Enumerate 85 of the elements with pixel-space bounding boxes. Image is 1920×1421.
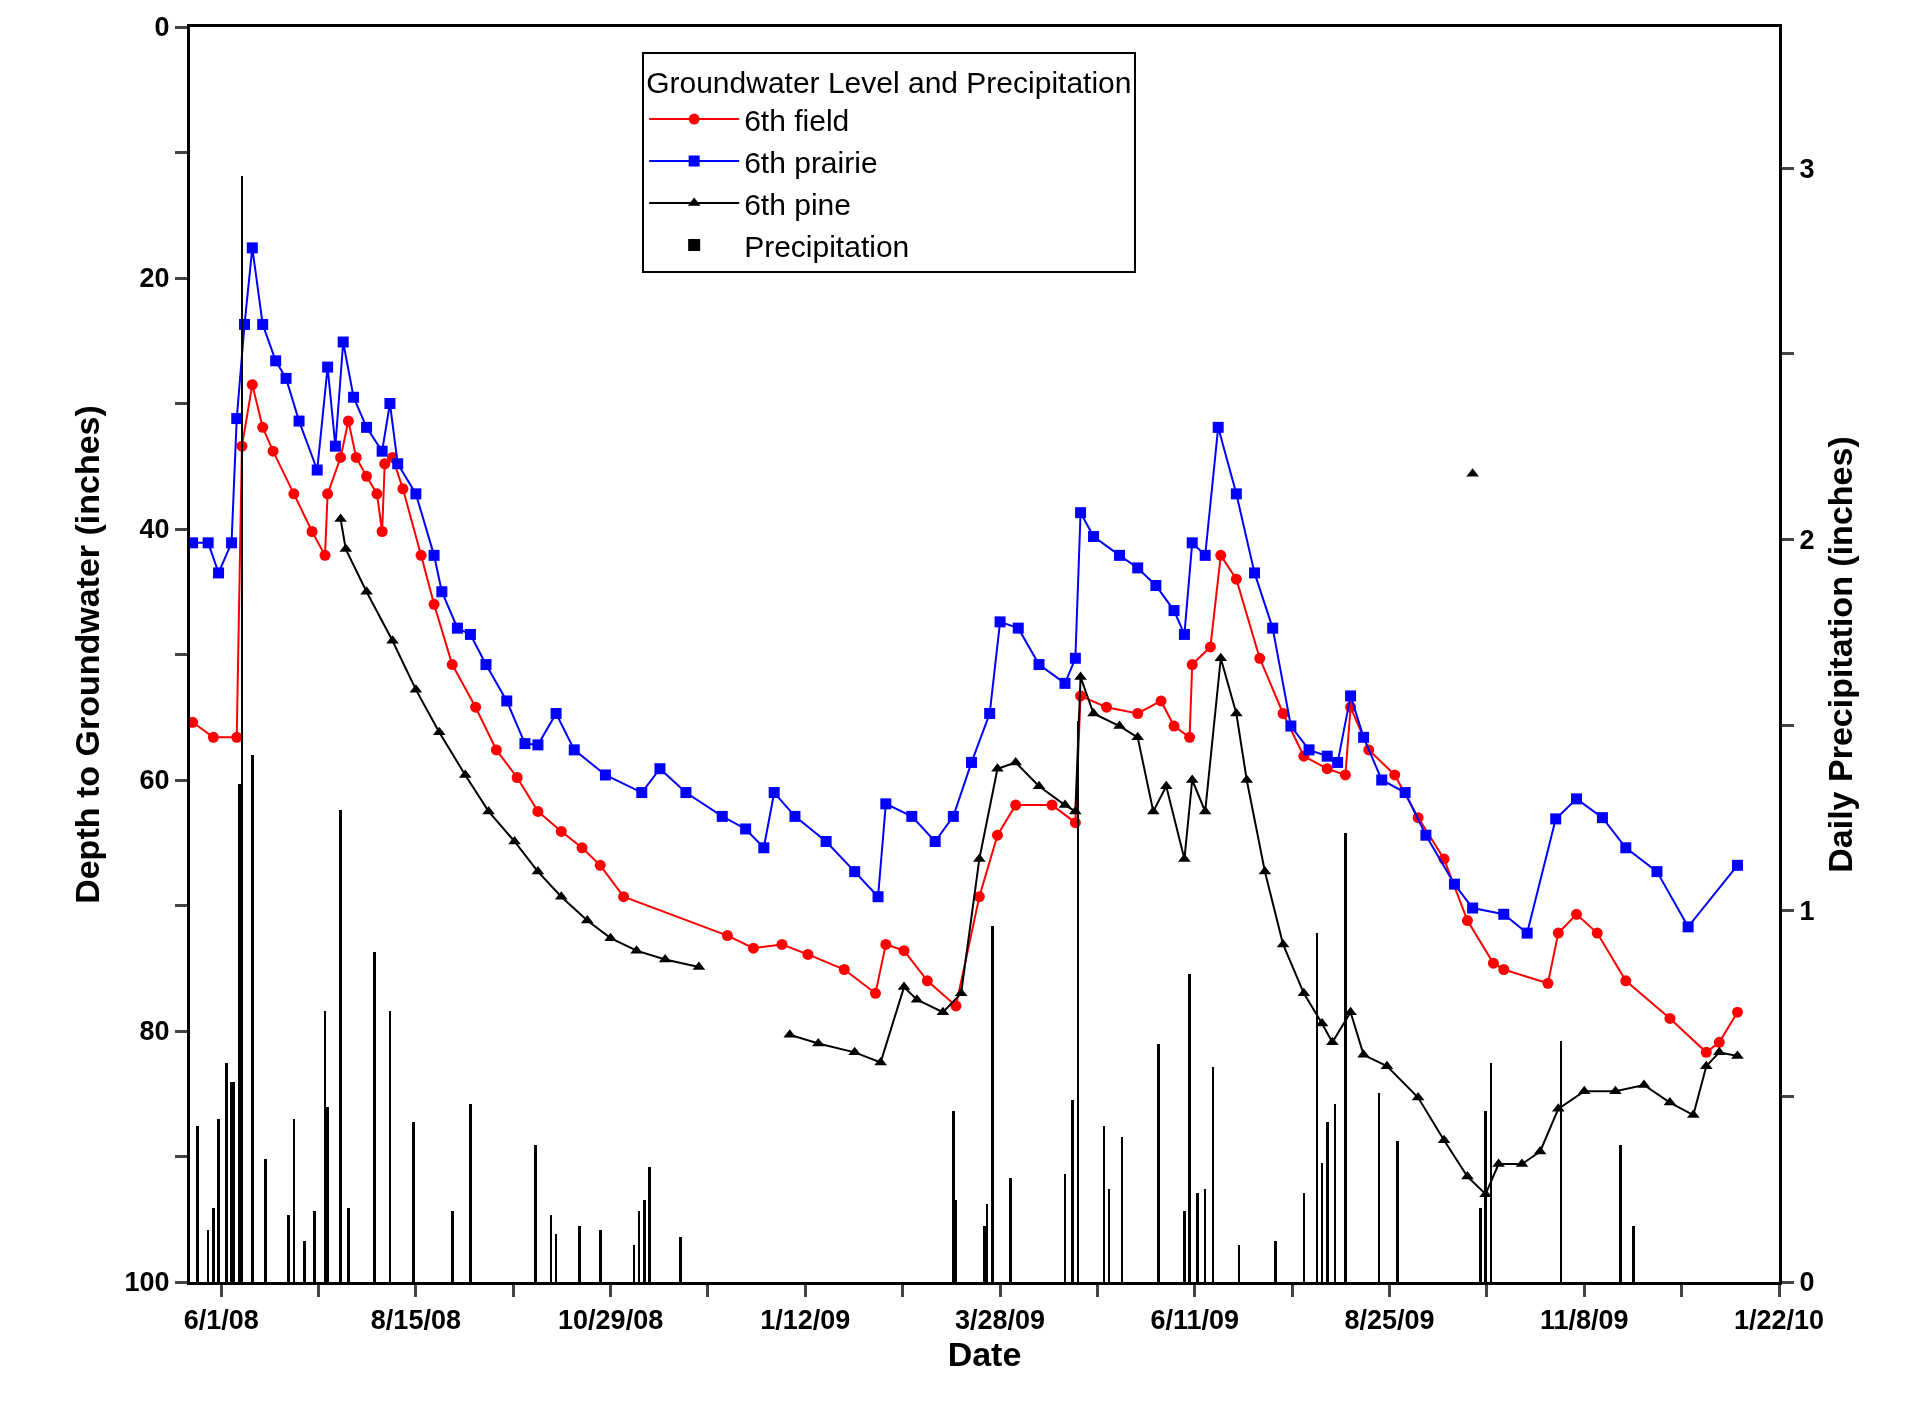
bar — [643, 1200, 646, 1282]
x-tick-label: 1/22/10 — [1733, 1305, 1825, 1336]
bar — [451, 1211, 454, 1282]
bar — [991, 926, 994, 1282]
bar — [1188, 974, 1191, 1282]
y2-tick-label: 2 — [1799, 524, 1815, 555]
bar — [1212, 1067, 1214, 1282]
bar — [599, 1230, 602, 1282]
bar — [1479, 1208, 1482, 1282]
x-tick-label: 6/11/09 — [1150, 1305, 1240, 1336]
bar — [534, 1145, 537, 1282]
x-tick-label: 11/8/09 — [1539, 1305, 1629, 1336]
legend-label: 6th prairie — [744, 145, 878, 179]
x-tick-label: 6/1/08 — [183, 1305, 259, 1336]
bar — [469, 1104, 472, 1282]
bar — [1303, 1193, 1305, 1282]
bar — [986, 1204, 988, 1282]
bar — [347, 1208, 350, 1282]
bar — [1108, 1189, 1110, 1282]
bar — [264, 1159, 267, 1282]
x-tick-label: 8/15/08 — [370, 1305, 461, 1336]
bar — [1632, 1226, 1635, 1282]
y-tick-label: 40 — [139, 514, 170, 545]
y-tick-label: 20 — [139, 263, 170, 294]
bar — [1183, 1211, 1186, 1282]
bar — [251, 755, 254, 1282]
bar — [313, 1211, 316, 1282]
bar — [217, 1119, 220, 1282]
bar — [373, 952, 376, 1282]
bar — [1121, 1137, 1123, 1282]
bar — [1321, 1163, 1323, 1282]
y-tick-label: 100 — [124, 1267, 170, 1298]
bar — [339, 810, 342, 1282]
y2-tick-label: 1 — [1799, 896, 1815, 927]
x-tick-label: 10/29/08 — [558, 1305, 664, 1336]
bar — [225, 1063, 228, 1282]
x-tick-label: 3/28/09 — [955, 1305, 1046, 1336]
x-axis-title: Date — [947, 1335, 1022, 1374]
bar — [230, 1082, 233, 1282]
bar — [1071, 1100, 1074, 1282]
bar — [679, 1237, 682, 1282]
bar — [1204, 1189, 1206, 1282]
bar — [952, 1111, 955, 1282]
legend-label: 6th pine — [744, 187, 851, 221]
bar — [1238, 1245, 1240, 1282]
bar — [196, 1126, 199, 1282]
bar — [212, 1208, 215, 1282]
x-tick-label: 8/25/09 — [1344, 1305, 1435, 1336]
bar — [303, 1241, 306, 1282]
bar — [555, 1234, 557, 1282]
bar — [1064, 1174, 1066, 1282]
bar — [207, 1230, 209, 1282]
legend-label: 6th field — [744, 103, 850, 137]
bar — [1103, 1126, 1105, 1282]
bar — [1326, 1122, 1329, 1282]
x-tick-label: 1/12/09 — [760, 1305, 851, 1336]
y-axis-title: Depth to Groundwater (inches) — [68, 405, 107, 904]
bar — [1009, 1178, 1012, 1282]
bar — [412, 1122, 415, 1282]
bar — [1378, 1093, 1380, 1282]
legend-label: Precipitation — [744, 229, 910, 263]
bar — [1334, 1104, 1336, 1282]
bar — [638, 1211, 640, 1282]
y-tick-label: 60 — [139, 765, 170, 796]
bar — [1396, 1141, 1399, 1282]
bar — [1619, 1145, 1622, 1282]
y2-tick-label: 3 — [1799, 153, 1815, 184]
bar — [324, 1011, 326, 1282]
y2-tick-label: 0 — [1799, 1267, 1815, 1298]
bar — [1157, 1044, 1160, 1282]
bar — [389, 1011, 391, 1282]
bar — [578, 1226, 581, 1282]
bar — [293, 1119, 295, 1282]
y-tick-label: 0 — [154, 12, 170, 43]
bar — [648, 1167, 651, 1282]
bar — [233, 1082, 235, 1282]
bar — [1274, 1241, 1277, 1282]
bar — [633, 1245, 635, 1282]
y-tick-label: 80 — [139, 1016, 170, 1047]
y2-axis-title: Daily Precipitation (inches) — [1820, 436, 1859, 873]
bar — [1196, 1193, 1199, 1282]
bar — [287, 1215, 290, 1282]
bar — [550, 1215, 552, 1282]
bar — [241, 176, 243, 1282]
legend-title: Groundwater Level and Precipitation — [646, 66, 1132, 100]
